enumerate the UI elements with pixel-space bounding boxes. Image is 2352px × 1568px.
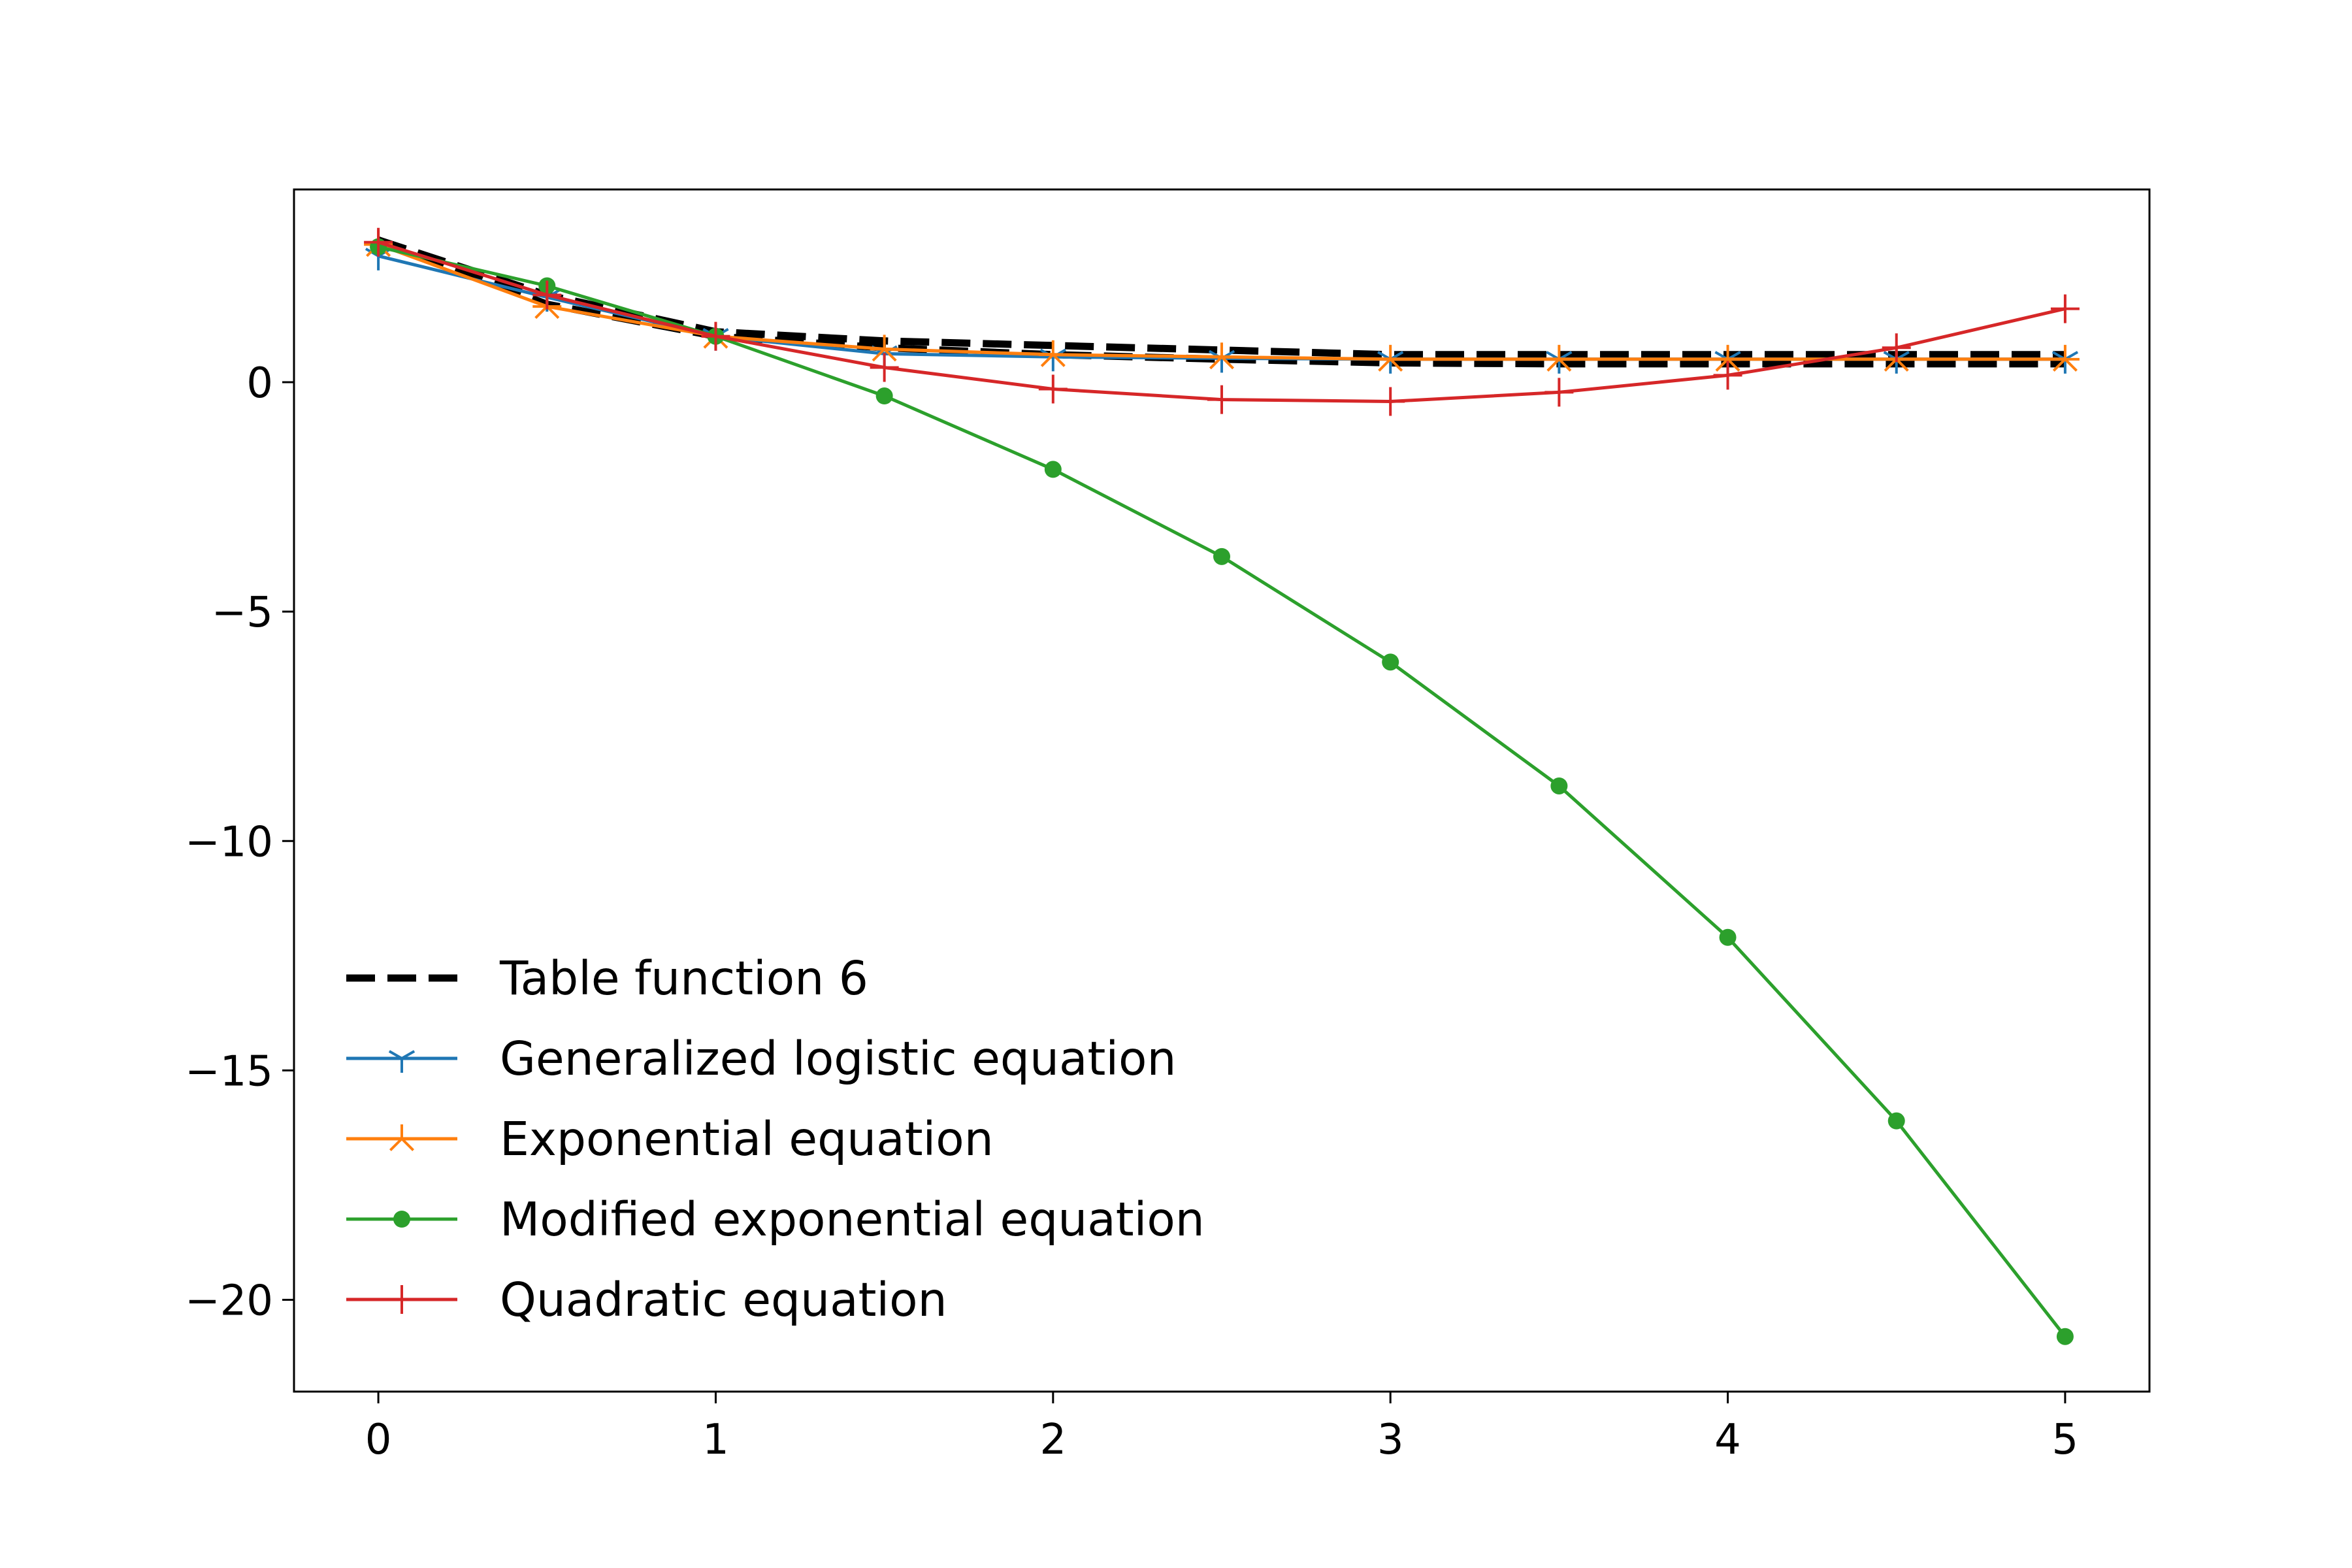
data-point bbox=[364, 227, 393, 257]
data-point bbox=[2050, 344, 2080, 372]
y-tick-label: −5 bbox=[212, 589, 273, 637]
data-point bbox=[1044, 461, 1062, 478]
legend-label: Exponential equation bbox=[500, 1112, 994, 1166]
data-point bbox=[870, 335, 899, 362]
legend-label: Table function 6 bbox=[499, 951, 868, 1005]
data-point bbox=[1719, 928, 1737, 946]
data-point bbox=[1887, 1112, 1905, 1130]
x-tick-label: 4 bbox=[1714, 1416, 1741, 1464]
data-point bbox=[1376, 387, 1405, 416]
series-line-upper bbox=[377, 237, 2065, 359]
x-tick-label: 1 bbox=[702, 1416, 729, 1464]
legend-item: Quadratic equation bbox=[346, 1273, 947, 1327]
x-axis: 0 1 2 3 4 5 bbox=[365, 1392, 2079, 1464]
data-point bbox=[393, 1211, 410, 1228]
data-point bbox=[1376, 344, 1405, 372]
data-point bbox=[1544, 344, 1574, 372]
legend-item: Table function 6 bbox=[346, 951, 868, 1005]
data-point bbox=[387, 1285, 416, 1314]
legend-item: Generalized logistic equation bbox=[346, 1032, 1177, 1086]
data-point bbox=[1207, 385, 1236, 414]
plot-frame bbox=[293, 188, 2151, 1393]
series-line bbox=[378, 242, 2065, 361]
x-tick-label: 3 bbox=[1377, 1416, 1404, 1464]
data-point bbox=[532, 280, 562, 310]
series-layer bbox=[364, 227, 2080, 1345]
legend-item: Modified exponential equation bbox=[346, 1192, 1205, 1247]
legend: Table function 6 Generalized logistic equ… bbox=[346, 951, 1205, 1327]
data-point bbox=[701, 321, 730, 351]
x-tick-label: 0 bbox=[365, 1416, 392, 1464]
data-point bbox=[2056, 1328, 2074, 1345]
data-point bbox=[1882, 333, 1911, 363]
x-tick-label: 2 bbox=[1039, 1416, 1066, 1464]
data-point bbox=[1207, 342, 1236, 370]
legend-item: Exponential equation bbox=[346, 1112, 994, 1166]
data-point bbox=[1544, 378, 1574, 407]
legend-label: Quadratic equation bbox=[500, 1273, 947, 1327]
data-point bbox=[875, 387, 893, 405]
data-point bbox=[1713, 344, 1742, 372]
data-point bbox=[1038, 340, 1068, 367]
legend-label: Modified exponential equation bbox=[500, 1192, 1205, 1247]
data-point bbox=[1213, 547, 1230, 565]
x-tick-label: 5 bbox=[2052, 1416, 2079, 1464]
y-tick-label: 0 bbox=[246, 359, 273, 408]
data-point bbox=[1382, 653, 1399, 671]
y-axis: 0 −5 −10 −15 −20 bbox=[185, 359, 294, 1326]
data-point bbox=[1713, 361, 1742, 390]
data-point bbox=[1550, 777, 1568, 794]
series-2 bbox=[364, 230, 2080, 372]
series-3 bbox=[370, 238, 2074, 1345]
legend-label: Generalized logistic equation bbox=[500, 1032, 1177, 1086]
y-tick-label: −20 bbox=[185, 1277, 273, 1326]
y-tick-label: −10 bbox=[185, 818, 273, 866]
data-point bbox=[387, 1124, 416, 1152]
series-4 bbox=[364, 227, 2080, 416]
data-point bbox=[2050, 294, 2080, 323]
data-point bbox=[870, 353, 899, 382]
data-point bbox=[388, 1050, 416, 1073]
y-tick-label: −15 bbox=[185, 1047, 273, 1096]
data-point bbox=[1038, 374, 1068, 404]
